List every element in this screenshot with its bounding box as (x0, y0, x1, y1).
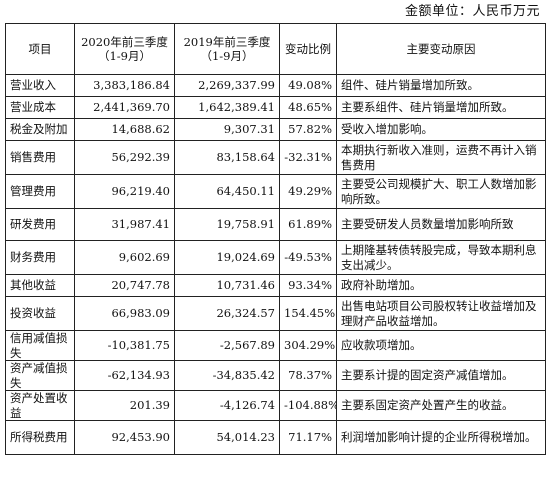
row-change: 71.17% (279, 420, 337, 455)
row-reason: 主要受研发人员数量增加影响所致 (336, 208, 546, 241)
header-item: 项目 (5, 23, 75, 75)
row-change: 154.45% (279, 296, 337, 331)
table-row: 研发费用 31,987.41 19,758.91 61.89% 主要受研发人员数… (5, 208, 546, 241)
row-prior: 9,307.31 (174, 118, 280, 141)
row-current: 3,383,186.84 (74, 74, 175, 97)
table-header-row: 项目 2020年前三季度（1-9月） 2019年前三季度（1-9月） 变动比例 … (5, 23, 546, 75)
row-item: 研发费用 (5, 208, 75, 241)
currency-unit-note: 金额单位：人民币万元 (404, 4, 540, 19)
header-prior-period: 2019年前三季度（1-9月） (174, 23, 280, 75)
row-change: -104.88% (279, 390, 337, 421)
row-item: 资产减值损失 (5, 360, 75, 391)
header-reason: 主要变动原因 (336, 23, 546, 75)
table-row: 销售费用 56,292.39 83,158.64 -32.31% 本期执行新收入… (5, 140, 546, 175)
row-reason: 组件、硅片销量增加所致。 (336, 74, 546, 97)
row-prior: 1,642,389.41 (174, 96, 280, 119)
table-row: 资产减值损失 -62,134.93 -34,835.42 78.37% 主要系计… (5, 360, 546, 391)
row-current: 92,453.90 (74, 420, 175, 455)
table-row: 营业收入 3,383,186.84 2,269,337.99 49.08% 组件… (5, 74, 546, 97)
row-reason: 应收款项增加。 (336, 330, 546, 361)
row-prior: 10,731.46 (174, 274, 280, 297)
row-reason: 出售电站项目公司股权转让收益增加及理财产品收益增加。 (336, 296, 546, 331)
row-prior: 19,024.69 (174, 240, 280, 275)
row-item: 所得税费用 (5, 420, 75, 455)
row-change: 61.89% (279, 208, 337, 241)
row-reason: 上期隆基转债转股完成，导致本期利息支出减少。 (336, 240, 546, 275)
row-reason: 本期执行新收入准则，运费不再计入销售费用 (336, 140, 546, 175)
row-change: 78.37% (279, 360, 337, 391)
row-change: 57.82% (279, 118, 337, 141)
row-item: 信用减值损失 (5, 330, 75, 361)
table-row: 其他收益 20,747.78 10,731.46 93.34% 政府补助增加。 (5, 274, 546, 297)
row-item: 财务费用 (5, 240, 75, 275)
row-prior: 64,450.11 (174, 174, 280, 209)
row-current: 201.39 (74, 390, 175, 421)
row-item: 资产处置收益 (5, 390, 75, 421)
row-reason: 主要系固定资产处置产生的收益。 (336, 390, 546, 421)
row-reason: 主要系计提的固定资产减值增加。 (336, 360, 546, 391)
row-item: 营业成本 (5, 96, 75, 119)
row-change: 48.65% (279, 96, 337, 119)
header-current-period: 2020年前三季度（1-9月） (74, 23, 175, 75)
row-prior: 54,014.23 (174, 420, 280, 455)
row-change: 93.34% (279, 274, 337, 297)
row-prior: 2,269,337.99 (174, 74, 280, 97)
row-prior: 83,158.64 (174, 140, 280, 175)
row-item: 其他收益 (5, 274, 75, 297)
financial-change-table: 项目 2020年前三季度（1-9月） 2019年前三季度（1-9月） 变动比例 … (5, 23, 546, 455)
row-current: 20,747.78 (74, 274, 175, 297)
row-reason: 主要受公司规模扩大、职工人数增加影响所致。 (336, 174, 546, 209)
row-change: 49.29% (279, 174, 337, 209)
table-row: 所得税费用 92,453.90 54,014.23 71.17% 利润增加影响计… (5, 420, 546, 455)
row-item: 管理费用 (5, 174, 75, 209)
table-row: 信用减值损失 -10,381.75 -2,567.89 304.29% 应收款项… (5, 330, 546, 361)
row-current: 66,983.09 (74, 296, 175, 331)
row-current: 14,688.62 (74, 118, 175, 141)
row-change: -49.53% (279, 240, 337, 275)
row-current: 56,292.39 (74, 140, 175, 175)
table-row: 资产处置收益 201.39 -4,126.74 -104.88% 主要系固定资产… (5, 390, 546, 421)
row-current: 2,441,369.70 (74, 96, 175, 119)
row-item: 税金及附加 (5, 118, 75, 141)
row-prior: 26,324.57 (174, 296, 280, 331)
table-row: 税金及附加 14,688.62 9,307.31 57.82% 受收入增加影响。 (5, 118, 546, 141)
table-row: 管理费用 96,219.40 64,450.11 49.29% 主要受公司规模扩… (5, 174, 546, 209)
row-item: 营业收入 (5, 74, 75, 97)
row-item: 销售费用 (5, 140, 75, 175)
row-current: 96,219.40 (74, 174, 175, 209)
row-prior: -34,835.42 (174, 360, 280, 391)
row-change: -32.31% (279, 140, 337, 175)
row-change: 304.29% (279, 330, 337, 361)
row-prior: -4,126.74 (174, 390, 280, 421)
row-reason: 受收入增加影响。 (336, 118, 546, 141)
row-current: 9,602.69 (74, 240, 175, 275)
row-current: 31,987.41 (74, 208, 175, 241)
row-prior: 19,758.91 (174, 208, 280, 241)
row-reason: 主要系组件、硅片销量增加所致。 (336, 96, 546, 119)
row-reason: 政府补助增加。 (336, 274, 546, 297)
row-reason: 利润增加影响计提的企业所得税增加。 (336, 420, 546, 455)
table-row: 营业成本 2,441,369.70 1,642,389.41 48.65% 主要… (5, 96, 546, 119)
row-current: -62,134.93 (74, 360, 175, 391)
row-item: 投资收益 (5, 296, 75, 331)
row-current: -10,381.75 (74, 330, 175, 361)
header-change-ratio: 变动比例 (279, 23, 337, 75)
table-row: 财务费用 9,602.69 19,024.69 -49.53% 上期隆基转债转股… (5, 240, 546, 275)
row-prior: -2,567.89 (174, 330, 280, 361)
table-row: 投资收益 66,983.09 26,324.57 154.45% 出售电站项目公… (5, 296, 546, 331)
row-change: 49.08% (279, 74, 337, 97)
